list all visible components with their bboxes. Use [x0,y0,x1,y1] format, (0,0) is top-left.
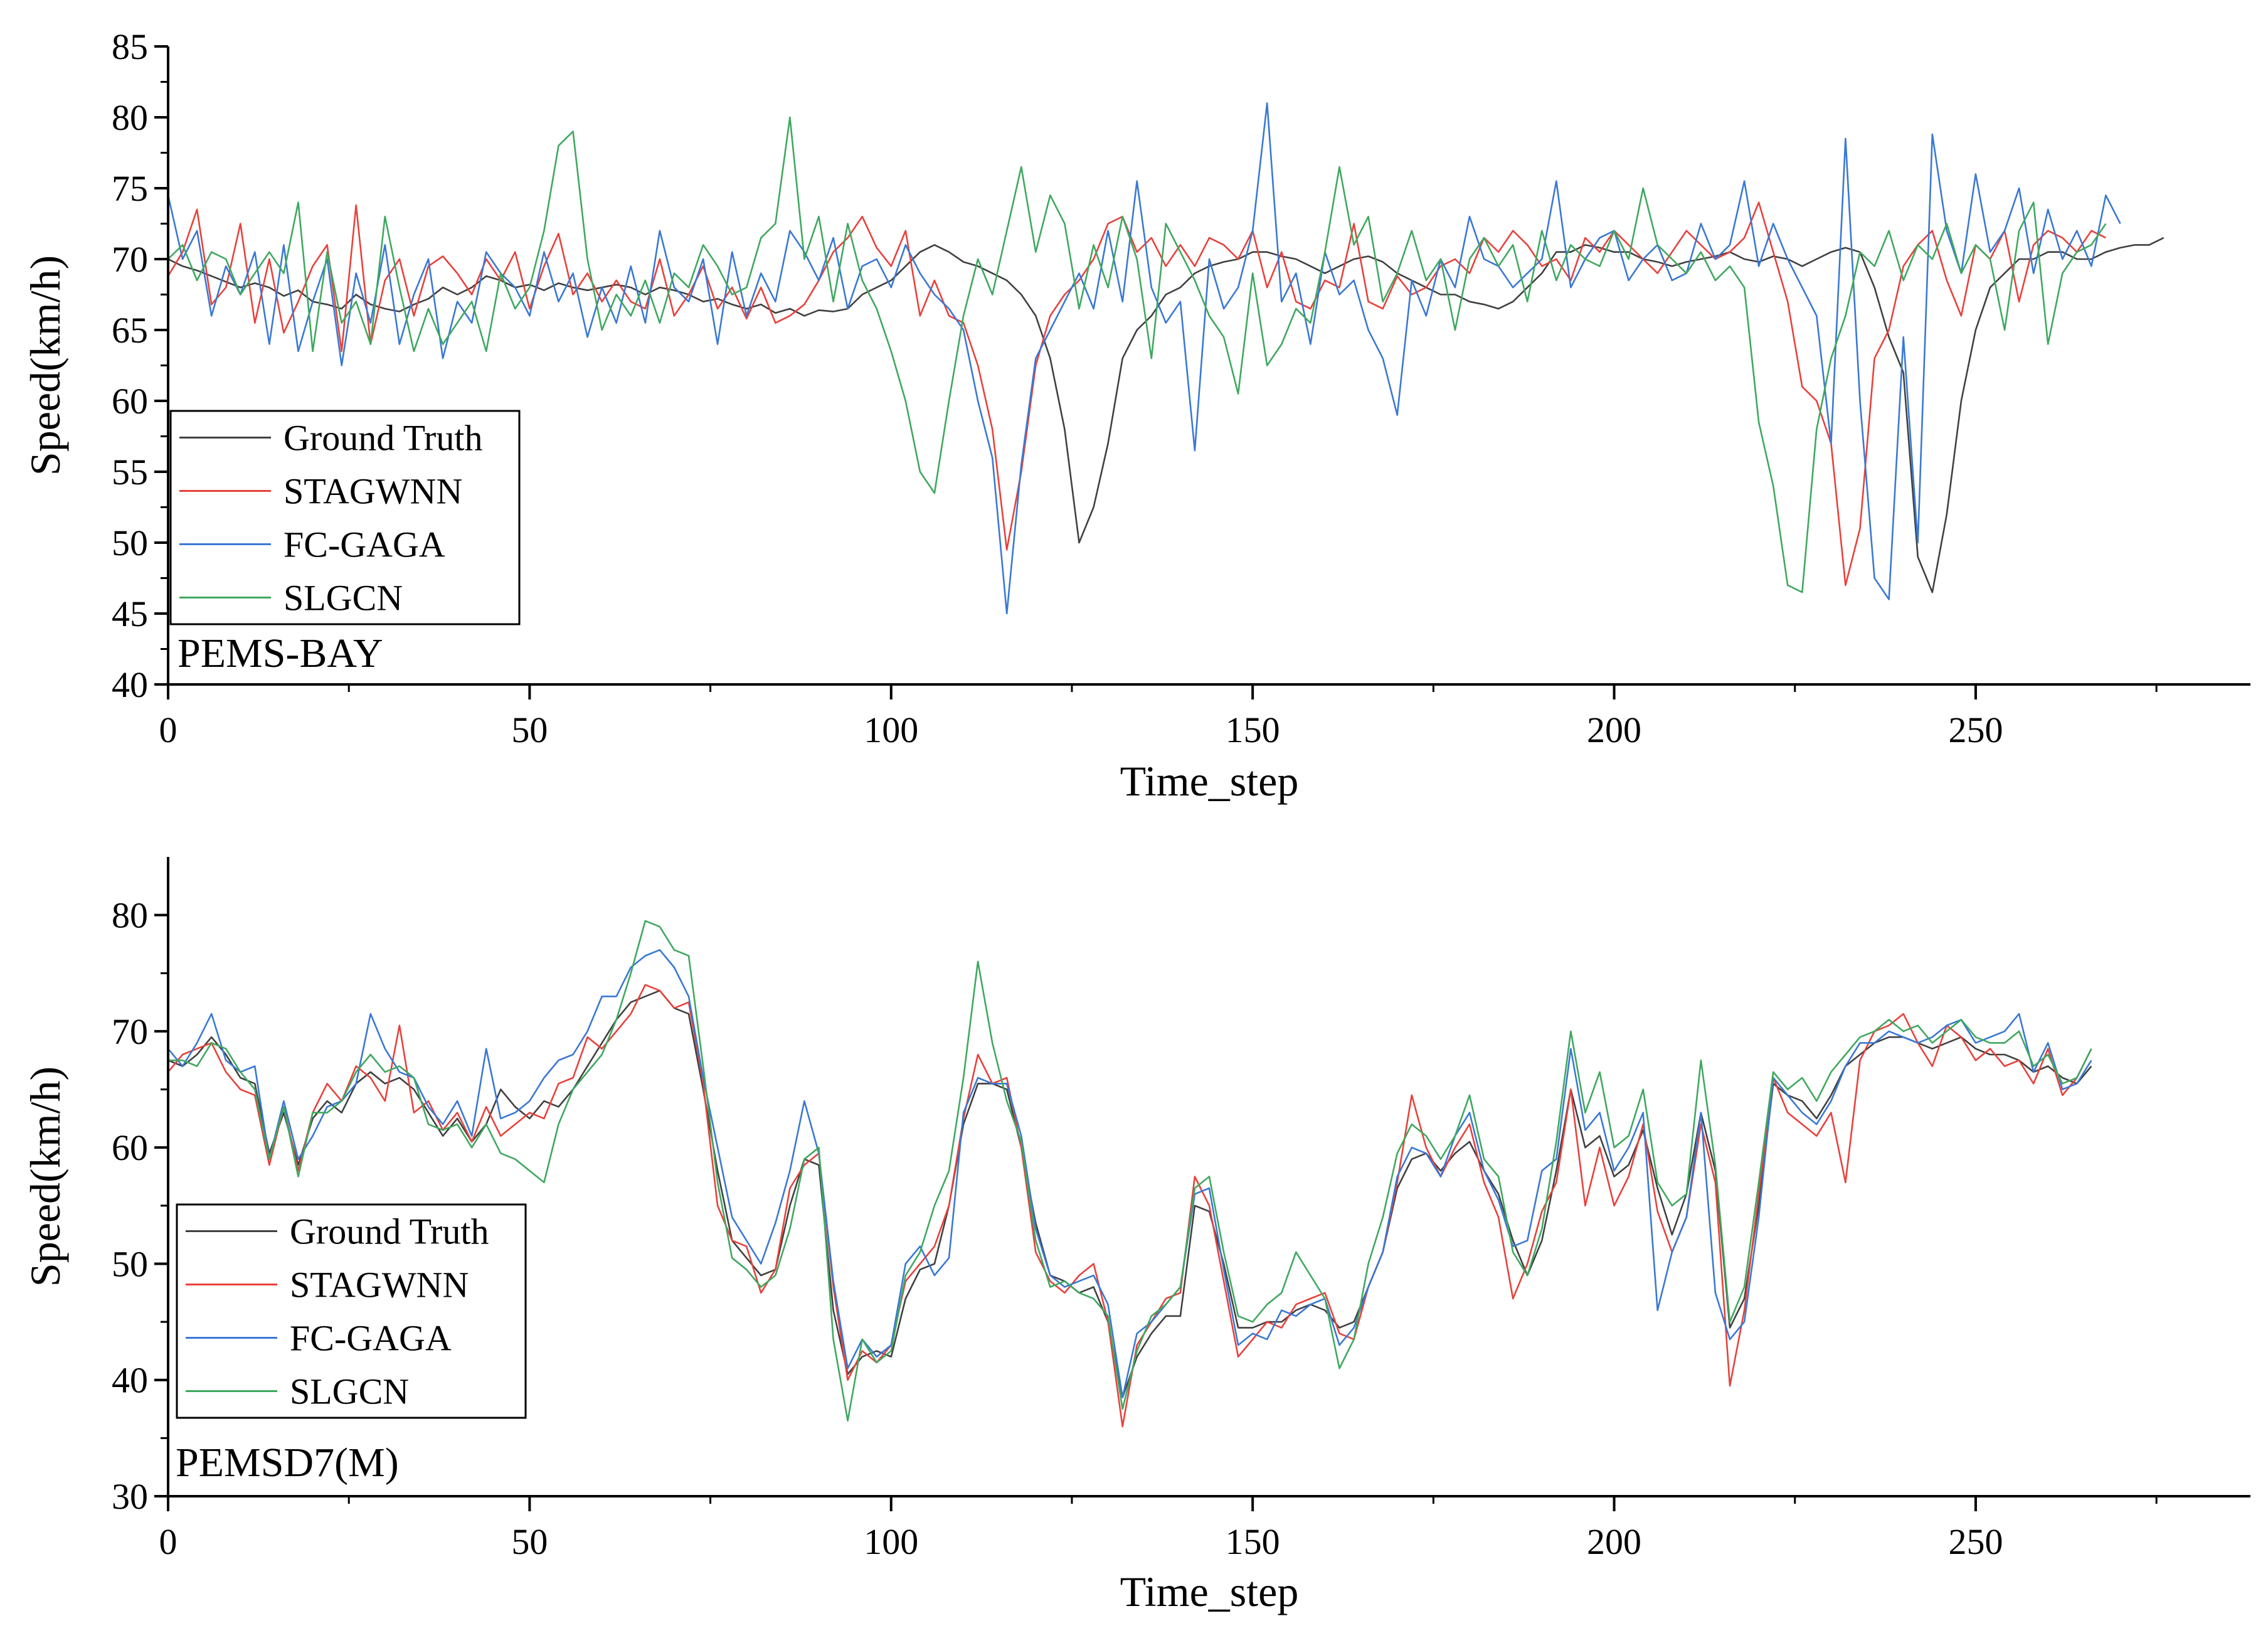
chart-panel-pems-bay: 0 50 100 150 200 250 40 45 50 55 60 65 70 75 80 85 Time_… [21,26,2250,805]
y-tick-label: 30 [112,1476,148,1517]
y-tick-label: 75 [112,168,148,209]
y-tick-label: 70 [112,239,148,280]
y-axis-label: Speed(km/h) [21,255,69,476]
x-axis-label: Time_step [1120,1568,1299,1615]
x-tick-label: 200 [1587,710,1641,750]
y-tick-label: 50 [112,523,148,563]
y-tick-label: 55 [112,452,148,492]
x-tick-label: 250 [1948,1521,2003,1562]
legend-label: STAGWNN [284,471,462,512]
x-tick-label: 150 [1226,1521,1280,1562]
x-tick-label: 100 [864,710,918,750]
legend-box [176,1203,527,1419]
series-line-fc-gaga [167,102,2121,615]
legend-label: Ground Truth [284,418,482,459]
series-line-stagwnn [167,201,2106,587]
panel-label: PEMSD7(M) [176,1440,399,1486]
y-tick-label: 80 [112,97,148,138]
x-axis-label: Time_step [1120,757,1299,805]
legend-label: FC-GAGA [290,1318,452,1359]
y-tick-label: 40 [112,664,148,705]
y-tick-label: 60 [112,381,148,422]
y-tick-label: 50 [112,1243,148,1284]
y-axis-label: Speed(km/h) [21,1066,69,1287]
y-tick-label: 70 [112,1011,148,1052]
series-line-slgcn [168,920,2092,1422]
y-tick-label: 65 [112,310,148,351]
legend-label: Ground Truth [290,1211,489,1252]
panel-label: PEMS-BAY [178,630,383,676]
x-tick-label: 0 [159,1521,178,1562]
x-tick-label: 50 [511,1521,548,1562]
x-tick-label: 50 [511,710,548,750]
x-tick-label: 0 [159,710,178,750]
x-tick-label: 100 [864,1521,918,1562]
legend-label: SLGCN [284,578,403,619]
legend-label: STAGWNN [290,1265,469,1306]
legend: Ground Truth STAGWNN FC-GAGA SLGCN [176,1203,527,1419]
x-tick-label: 150 [1226,710,1280,750]
chart-panel-pemsd7m: 0 50 100 150 200 250 30 40 50 60 70 80 Time_step Spee… [21,857,2250,1615]
legend: Ground Truth STAGWNN FC-GAGA SLGCN [169,410,521,625]
y-tick-label: 85 [112,26,148,67]
series-line-slgcn [167,116,2107,593]
x-tick-label: 250 [1948,710,2003,750]
x-tick-label: 200 [1587,1521,1641,1562]
legend-label: FC-GAGA [284,524,445,565]
series-line-fc-gaga [167,949,2092,1398]
y-tick-label: 80 [112,895,148,936]
y-tick-label: 60 [112,1127,148,1168]
legend-label: SLGCN [290,1371,409,1412]
y-tick-label: 40 [112,1360,148,1401]
y-tick-label: 45 [112,593,148,634]
legend-box [169,410,521,625]
